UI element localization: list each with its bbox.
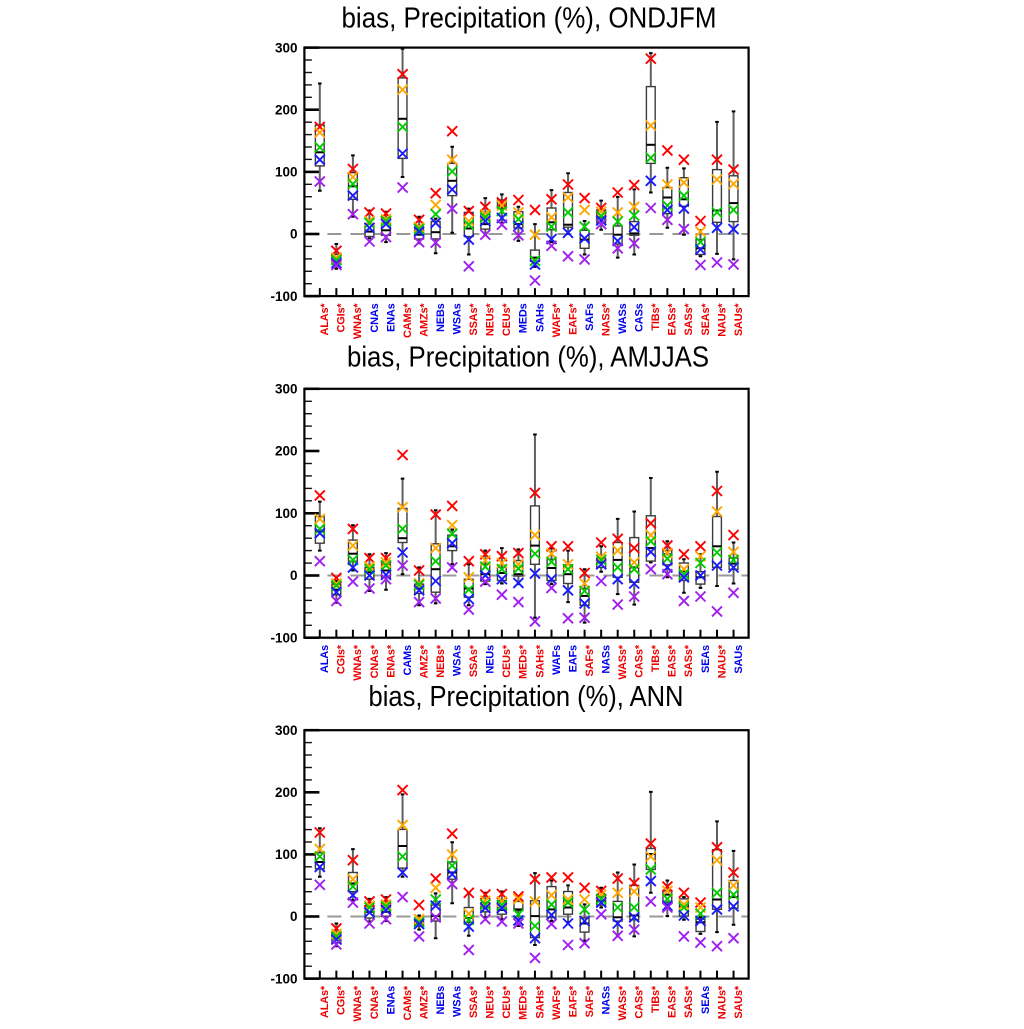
svg-text:NEUs: NEUs	[485, 645, 497, 674]
svg-text:NEUs*: NEUs*	[485, 303, 497, 337]
svg-text:100: 100	[275, 165, 298, 180]
svg-text:SEAs: SEAs	[700, 645, 712, 673]
svg-text:SSAs*: SSAs*	[468, 303, 480, 336]
svg-text:SAFs*: SAFs*	[584, 644, 596, 676]
svg-text:CASs*: CASs*	[634, 644, 646, 678]
svg-text:SEAs*: SEAs*	[700, 303, 712, 336]
svg-text:TIBs*: TIBs*	[650, 303, 662, 331]
svg-text:MEDs*: MEDs*	[518, 985, 530, 1020]
svg-text:SAUs: SAUs	[733, 645, 745, 674]
svg-text:-100: -100	[270, 289, 297, 304]
svg-text:CAMs*: CAMs*	[402, 303, 414, 338]
svg-text:ENAs*: ENAs*	[385, 644, 397, 678]
svg-text:WASs*: WASs*	[617, 985, 629, 1020]
svg-text:EASs*: EASs*	[667, 985, 679, 1018]
svg-text:SEAs: SEAs	[700, 986, 712, 1014]
svg-text:AMZs*: AMZs*	[418, 303, 430, 337]
svg-text:SAHs*: SAHs*	[534, 985, 546, 1019]
svg-text:SAFs: SAFs	[584, 303, 596, 330]
svg-text:NEBs: NEBs	[435, 986, 447, 1015]
svg-text:EAFs: EAFs	[567, 645, 579, 672]
svg-text:SAHs: SAHs	[534, 303, 546, 332]
svg-text:SSAs*: SSAs*	[468, 644, 480, 677]
svg-text:NASs: NASs	[600, 986, 612, 1015]
svg-text:MEDs*: MEDs*	[518, 644, 530, 679]
svg-text:NEUs*: NEUs*	[485, 985, 497, 1019]
svg-text:CEUs*: CEUs*	[501, 644, 513, 678]
svg-text:CNAs: CNAs	[369, 303, 381, 332]
svg-text:CNAs*: CNAs*	[369, 985, 381, 1019]
svg-text:NASs: NASs	[600, 645, 612, 674]
svg-text:WNAs*: WNAs*	[352, 985, 364, 1022]
svg-text:CGIs*: CGIs*	[336, 303, 348, 333]
svg-text:NAUs*: NAUs*	[716, 303, 728, 337]
svg-text:ENAs: ENAs	[385, 986, 397, 1015]
svg-text:WAFs: WAFs	[551, 645, 563, 675]
svg-text:CASs: CASs	[634, 303, 646, 332]
svg-text:200: 200	[275, 444, 298, 459]
svg-text:CAMs: CAMs	[402, 645, 414, 675]
svg-text:CAMs*: CAMs*	[402, 985, 414, 1020]
svg-text:CEUs*: CEUs*	[501, 303, 513, 337]
svg-text:300: 300	[275, 382, 298, 397]
svg-text:WAFs*: WAFs*	[551, 985, 563, 1020]
svg-text:AMZs*: AMZs*	[418, 644, 430, 678]
svg-text:WSAs: WSAs	[452, 303, 464, 334]
svg-text:WASs: WASs	[617, 303, 629, 333]
svg-text:100: 100	[275, 847, 298, 862]
svg-text:SAHs*: SAHs*	[534, 644, 546, 678]
svg-text:0: 0	[290, 909, 298, 924]
svg-text:WASs*: WASs*	[617, 644, 629, 679]
svg-text:SASs*: SASs*	[683, 644, 695, 677]
svg-text:ALAs*: ALAs*	[319, 985, 331, 1018]
svg-text:ENAs: ENAs	[385, 303, 397, 332]
svg-text:CASs*: CASs*	[634, 985, 646, 1019]
svg-text:SSAs*: SSAs*	[468, 985, 480, 1018]
svg-text:SAFs*: SAFs*	[584, 985, 596, 1017]
svg-text:200: 200	[275, 102, 298, 117]
svg-text:WNAs*: WNAs*	[352, 644, 364, 681]
svg-text:EASs*: EASs*	[667, 644, 679, 677]
svg-text:SAUs*: SAUs*	[733, 985, 745, 1019]
svg-text:bias, Precipitation (%), ANN: bias, Precipitation (%), ANN	[369, 681, 684, 713]
svg-text:WNAs*: WNAs*	[352, 303, 364, 340]
svg-text:EAFs*: EAFs*	[567, 985, 579, 1017]
svg-text:bias, Precipitation (%), AMJJA: bias, Precipitation (%), AMJJAS	[347, 341, 709, 373]
svg-text:SASs*: SASs*	[683, 303, 695, 336]
svg-text:bias, Precipitation (%), ONDJF: bias, Precipitation (%), ONDJFM	[342, 2, 717, 34]
svg-text:NASs*: NASs*	[600, 303, 612, 337]
svg-text:0: 0	[290, 227, 298, 242]
svg-text:NAUs*: NAUs*	[716, 644, 728, 678]
svg-text:EASs*: EASs*	[667, 303, 679, 336]
svg-text:300: 300	[275, 723, 298, 738]
svg-text:EAFs*: EAFs*	[567, 303, 579, 335]
svg-text:WSAs: WSAs	[452, 645, 464, 676]
svg-text:0: 0	[290, 568, 298, 583]
svg-text:MEDs: MEDs	[518, 303, 530, 333]
svg-text:SASs*: SASs*	[683, 985, 695, 1018]
svg-text:CGIs*: CGIs*	[336, 644, 348, 674]
svg-text:AMZs*: AMZs*	[418, 985, 430, 1019]
svg-text:NEBs*: NEBs*	[435, 644, 447, 678]
svg-text:ALAs*: ALAs*	[319, 303, 331, 336]
svg-text:CNAs*: CNAs*	[369, 644, 381, 678]
svg-text:WAFs*: WAFs*	[551, 303, 563, 338]
svg-text:TIBs*: TIBs*	[650, 644, 662, 672]
svg-text:TIBs*: TIBs*	[650, 985, 662, 1013]
svg-text:CGIs*: CGIs*	[336, 985, 348, 1015]
svg-text:NAUs*: NAUs*	[716, 985, 728, 1019]
svg-text:SAUs*: SAUs*	[733, 303, 745, 337]
svg-text:WSAs: WSAs	[452, 986, 464, 1017]
svg-text:-100: -100	[270, 971, 297, 986]
svg-text:300: 300	[275, 40, 298, 55]
svg-text:NEBs: NEBs	[435, 303, 447, 332]
svg-text:ALAs: ALAs	[319, 645, 331, 673]
svg-text:CEUs*: CEUs*	[501, 985, 513, 1019]
svg-text:100: 100	[275, 506, 298, 521]
svg-text:-100: -100	[270, 630, 297, 645]
svg-text:200: 200	[275, 785, 298, 800]
